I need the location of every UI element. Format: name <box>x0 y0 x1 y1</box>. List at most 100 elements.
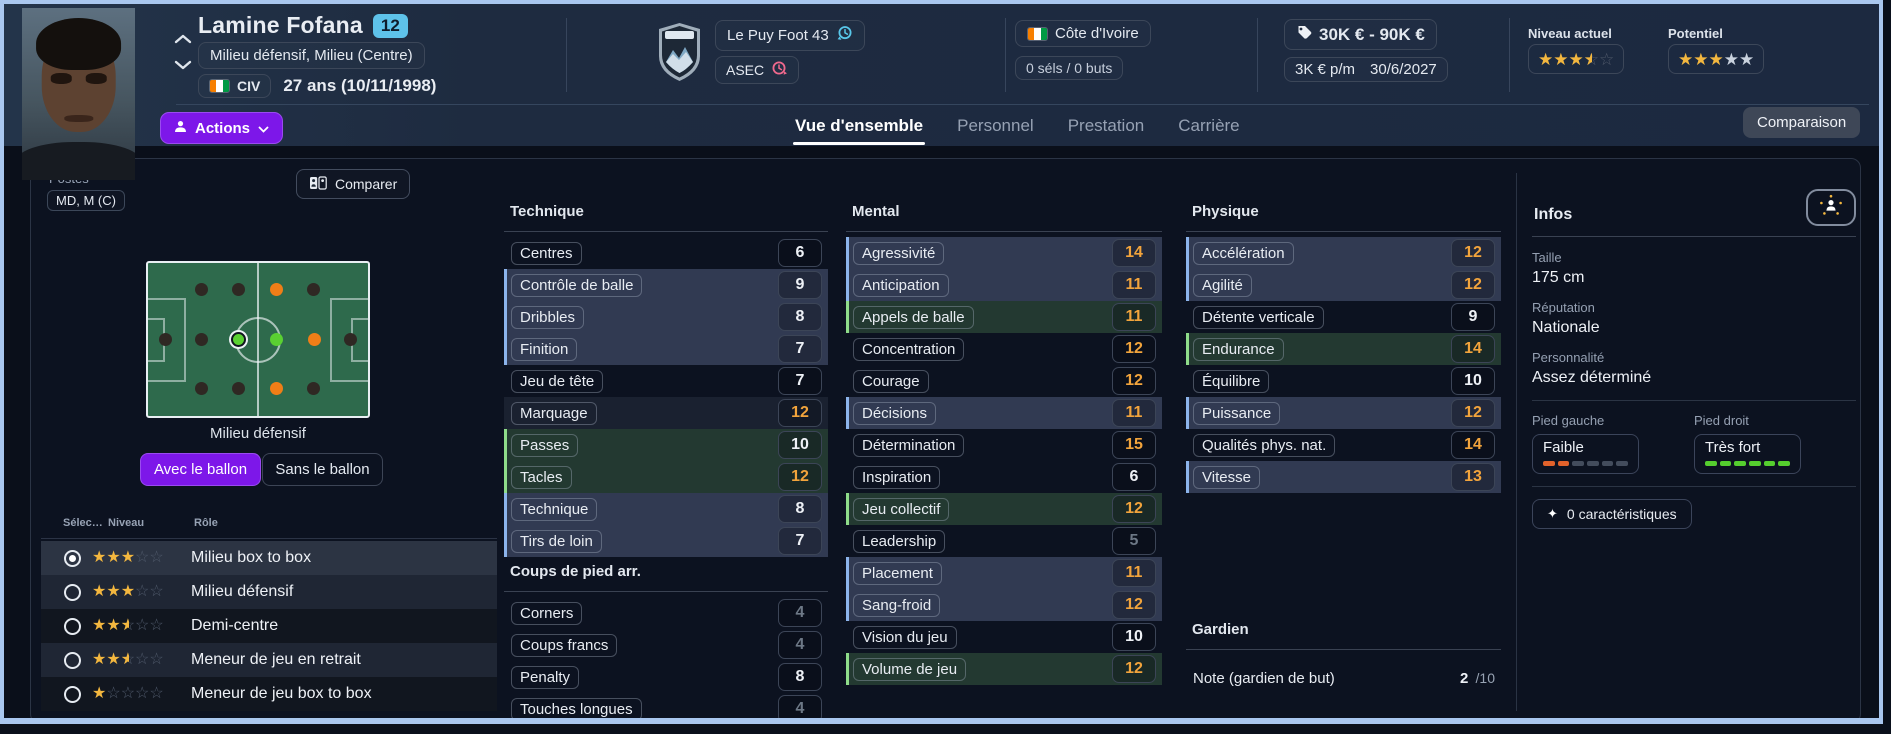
header-separator <box>1509 18 1510 92</box>
parent-club-pill[interactable]: ASEC <box>715 56 800 84</box>
attribute-label: Accélération <box>1193 241 1294 265</box>
attribute-row: Contrôle de balle 9 <box>504 269 828 301</box>
attribute-row: Anticipation 11 <box>846 269 1162 301</box>
tab-vue-d-ensemble[interactable]: Vue d'ensemble <box>793 106 926 146</box>
attribute-label: Agressivité <box>853 241 945 265</box>
attribute-label: Courage <box>853 369 929 393</box>
actions-button[interactable]: Actions <box>160 112 284 144</box>
caps-goals-pill: 0 séls / 0 buts <box>1015 56 1124 80</box>
header-separator <box>566 18 567 92</box>
transfer-value-pill[interactable]: 30K € - 90K € <box>1284 19 1437 50</box>
star-full-icon: ★ <box>92 651 107 668</box>
position-dot <box>308 332 322 346</box>
nation-code-pill[interactable]: CIV <box>198 74 272 98</box>
overview-panel: Postes MD, M (C) Comparer Milieu défensi… <box>30 158 1861 718</box>
attribute-value-suffix: /10 <box>1475 669 1495 686</box>
tab-carri-re[interactable]: Carrière <box>1178 116 1240 135</box>
attribute-label: Jeu collectif <box>853 497 950 521</box>
role-star-rating: ★★☆★☆☆ <box>92 651 183 669</box>
attribute-value: 11 <box>1112 399 1156 427</box>
star-full-icon: ★ <box>92 685 107 702</box>
player-name: Lamine Fofana <box>198 12 363 38</box>
star-full-icon: ★ <box>1678 49 1694 69</box>
role-star-rating: ★★★☆☆ <box>92 583 183 601</box>
role-row[interactable]: ★★☆★☆☆Demi-centre <box>41 609 497 643</box>
star-full-icon: ★ <box>120 549 136 566</box>
star-full-icon: ★ <box>106 583 121 600</box>
attribute-label: Concentration <box>853 337 965 361</box>
nationality-pill[interactable]: Côte d'Ivoire <box>1015 20 1151 47</box>
attribute-row: Coups francs 4 <box>504 629 828 661</box>
role-row[interactable]: ★★★☆☆ Milieu défensif <box>41 575 497 609</box>
role-radio[interactable] <box>64 549 81 567</box>
star-empty-icon: ☆ <box>135 617 150 634</box>
role-row[interactable]: ★★★☆☆ Milieu box to box <box>41 541 497 575</box>
club-pill[interactable]: Le Puy Foot 43 <box>715 20 865 51</box>
club-crest[interactable] <box>656 22 703 87</box>
attribute-value: 10 <box>778 431 822 459</box>
info-field-value: Assez déterminé <box>1532 369 1652 386</box>
attribute-row: Volume de jeu 12 <box>846 653 1162 685</box>
foot-bar-segment <box>1572 461 1585 466</box>
star-silver-icon: ★ <box>1723 49 1739 69</box>
foot-bar-segment <box>1749 461 1761 466</box>
comparison-button[interactable]: Comparaison <box>1743 107 1861 138</box>
attribute-label: Note (gardien de but) <box>1193 669 1335 687</box>
star-empty-icon: ☆ <box>149 685 164 702</box>
tab-personnel[interactable]: Personnel <box>957 116 1034 135</box>
role-radio[interactable] <box>64 651 81 669</box>
roles-table-header: Sélec… Niveau Rôle <box>41 517 497 539</box>
star-full-icon: ★ <box>92 617 107 634</box>
star-half-icon: ☆★ <box>1583 49 1599 69</box>
role-radio[interactable] <box>64 617 81 635</box>
player-traits-button[interactable] <box>1806 189 1856 226</box>
panel-divider <box>1516 173 1517 711</box>
role-radio[interactable] <box>64 583 81 601</box>
attribute-row: Technique 8 <box>504 493 828 525</box>
roles-table: ★★★☆☆ Milieu box to box ★★★☆☆ Milieu défens… <box>41 541 497 711</box>
attribute-label: Contrôle de balle <box>511 273 643 297</box>
with-ball-toggle[interactable]: Avec le ballon <box>140 453 261 486</box>
attribute-value: 12 <box>1112 495 1156 523</box>
previous-player-button[interactable] <box>172 32 194 46</box>
position-dot <box>231 382 245 396</box>
attribute-row: Jeu collectif 12 <box>846 493 1162 525</box>
attribute-row: Courage 12 <box>846 365 1162 397</box>
contract-end-date: 30/6/2027 <box>1370 61 1437 78</box>
star-empty-icon: ☆ <box>135 549 150 566</box>
attribute-value: 14 <box>1451 335 1495 363</box>
attribute-value: 13 <box>1451 463 1495 491</box>
role-row[interactable]: ★★☆★☆☆Meneur de jeu en retrait <box>41 643 497 677</box>
foot-label: Pied gauche <box>1532 413 1605 428</box>
foot-rating-text: Faible <box>1543 439 1584 456</box>
attribute-row: Dribbles 8 <box>504 301 828 333</box>
traits-count-button[interactable]: ✦ 0 caractéristiques <box>1532 499 1692 529</box>
next-player-button[interactable] <box>172 58 194 72</box>
role-radio[interactable] <box>64 685 81 703</box>
current-ability-stars: ★★★☆★☆ <box>1528 44 1625 74</box>
star-half-icon: ☆★ <box>120 651 136 668</box>
tab-prestation[interactable]: Prestation <box>1067 116 1145 135</box>
without-ball-toggle[interactable]: Sans le ballon <box>262 453 383 486</box>
positions-short-pill: MD, M (C) <box>47 190 125 211</box>
role-row[interactable]: ★☆☆☆☆ Meneur de jeu box to box <box>41 677 497 711</box>
foot-rating-block: Pied gauche Faible <box>1532 413 1694 474</box>
col-mid: Mental Agressivité 14 Anticipation 11 Appels … <box>846 203 1162 685</box>
header-separator <box>1257 18 1258 92</box>
position-dot <box>307 282 321 296</box>
attribute-label: Équilibre <box>1193 369 1270 393</box>
cote-divoire-flag-icon <box>1027 26 1048 41</box>
attribute-value: 11 <box>1112 559 1156 587</box>
wage: 3K € p/m <box>1295 61 1356 78</box>
compare-button[interactable]: Comparer <box>296 169 411 199</box>
attribute-value: 14 <box>1451 431 1495 459</box>
position-dot <box>194 332 208 346</box>
attribute-row: Marquage 12 <box>504 397 828 429</box>
attribute-value: 15 <box>1112 431 1156 459</box>
attribute-label: Marquage <box>511 401 597 425</box>
role-name: Milieu box to box <box>191 549 312 566</box>
attribute-row: Passes 10 <box>504 429 828 461</box>
role-star-rating: ★★★☆☆ <box>92 549 183 567</box>
attribute-value: 2 /10 <box>1460 669 1495 687</box>
info-field-label: Taille <box>1532 250 1562 265</box>
